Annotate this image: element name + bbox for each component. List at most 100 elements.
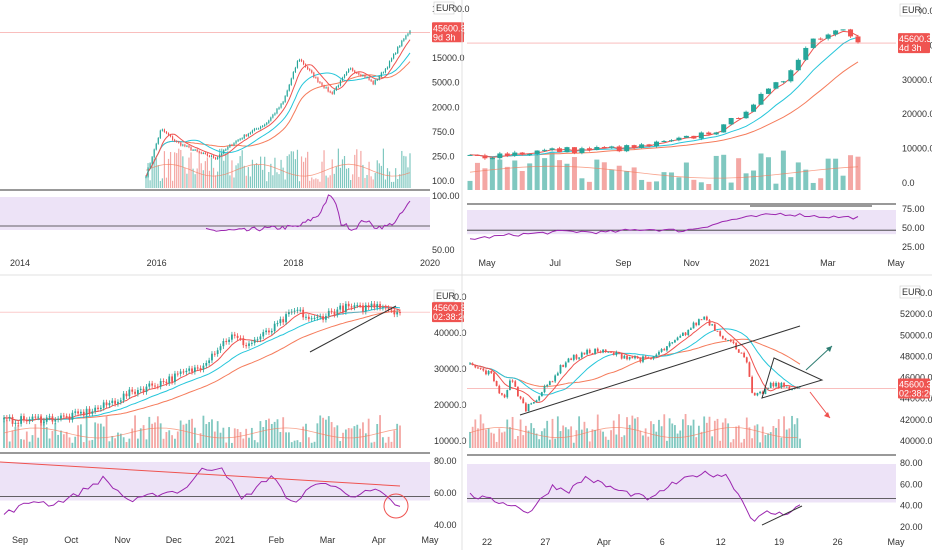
price-tick-label: 10000.0 (434, 436, 467, 446)
volume-bar (253, 164, 256, 188)
panel-top-right: 50000.040000.030000.020000.010000.00.0EU… (467, 3, 932, 268)
candle-body (17, 422, 20, 424)
candle-body (60, 415, 62, 419)
volume-bar (208, 170, 211, 188)
volume-bar (364, 177, 366, 188)
rsi-band (0, 462, 430, 501)
volume-bar (382, 437, 384, 448)
candle-body (668, 342, 671, 347)
candle-body (382, 307, 384, 309)
price-tag (898, 378, 930, 399)
volume-bar (599, 430, 602, 448)
volume-bar (623, 435, 626, 448)
candle-body (339, 80, 342, 86)
volume-bar (380, 165, 382, 188)
volume-bar (519, 419, 522, 448)
candle-body (20, 416, 22, 424)
candle-body (217, 157, 219, 159)
candle-body (282, 101, 284, 104)
candle-body (788, 70, 794, 82)
candle-body (380, 72, 382, 77)
candle-body (612, 352, 615, 356)
volume-bar (198, 152, 200, 188)
volume-bar (506, 419, 509, 448)
volume-bar (467, 180, 473, 190)
volume-bar (202, 170, 204, 188)
volume-bar (364, 433, 367, 448)
volume-bar (359, 428, 362, 448)
volume-bar (239, 156, 241, 188)
candle-body (28, 419, 31, 422)
candle-body (319, 81, 321, 83)
currency-box (899, 3, 921, 17)
volume-bar (405, 156, 407, 188)
candle-body (724, 338, 727, 341)
volume-bar (626, 417, 628, 448)
volume-bar (45, 427, 48, 448)
price-tick-label: 100.0 (432, 176, 455, 186)
candle-body (623, 355, 626, 359)
candle-body (366, 77, 368, 79)
candle-body (698, 132, 704, 139)
volume-ma-line (3, 427, 398, 439)
candle-body (205, 363, 208, 366)
volume-bar (74, 436, 77, 448)
candle-body (278, 107, 280, 109)
candle-body (668, 140, 674, 142)
volume-bar (397, 178, 399, 188)
volume-bar (196, 442, 199, 448)
rsi-tick-label: 40.00 (900, 501, 923, 511)
volume-bar (636, 417, 639, 448)
candle-body (376, 304, 379, 308)
rsi-tick-label: 80.00 (900, 458, 923, 468)
candle-body (785, 386, 788, 388)
volume-bar (327, 177, 329, 188)
candle-body (192, 149, 194, 151)
candle-body (287, 312, 290, 315)
volume-bar (360, 150, 362, 188)
volume-bar (511, 416, 514, 448)
candle-body (319, 316, 322, 318)
volume-bar (546, 420, 549, 448)
volume-bar (257, 165, 260, 188)
volume-bar (570, 426, 573, 448)
volume-bar (386, 168, 389, 188)
volume-bar (145, 439, 148, 448)
candle-body (256, 339, 259, 341)
candle-body (188, 145, 190, 148)
volume-bar (262, 427, 265, 448)
volume-bar (535, 433, 538, 448)
candle-body (208, 360, 211, 364)
candle-body (202, 152, 204, 154)
candle-body (775, 382, 777, 387)
candle-body (168, 376, 171, 384)
candle-body (471, 363, 474, 365)
volume-bar (522, 435, 525, 448)
candle-body (682, 332, 684, 336)
candle-body (362, 305, 364, 312)
ma-slow-line (469, 328, 801, 396)
candle-body (514, 381, 517, 387)
volume-bar (348, 168, 350, 188)
volume-bar (524, 425, 527, 448)
volume-bar (631, 167, 637, 190)
candle-body (580, 352, 583, 358)
candle-body (586, 148, 592, 151)
volume-bar (57, 434, 60, 448)
volume-bar (616, 165, 622, 190)
candle-body (327, 310, 330, 316)
volume-bar (586, 181, 592, 190)
volume-bar (82, 442, 85, 448)
volume-bar (221, 148, 223, 188)
volume-bar (538, 439, 541, 448)
candle-body (296, 309, 299, 311)
candle-body (527, 403, 530, 412)
volume-bar (285, 432, 287, 448)
candle-body (676, 137, 682, 141)
volume-bar (282, 417, 285, 448)
candle-body (329, 91, 331, 93)
candle-body (193, 367, 196, 372)
volume-bar (542, 158, 548, 190)
candle-body (322, 316, 324, 320)
candle-body (753, 392, 756, 396)
